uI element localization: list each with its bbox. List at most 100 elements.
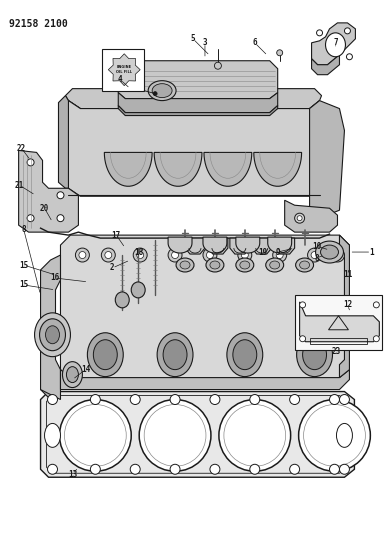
Polygon shape	[236, 237, 260, 253]
Polygon shape	[104, 152, 152, 186]
Polygon shape	[154, 152, 202, 186]
Ellipse shape	[270, 261, 280, 269]
Circle shape	[57, 192, 64, 199]
Circle shape	[276, 252, 283, 259]
Circle shape	[250, 464, 260, 474]
Circle shape	[250, 394, 260, 405]
Circle shape	[130, 464, 140, 474]
Circle shape	[139, 400, 211, 471]
Circle shape	[75, 248, 90, 262]
Text: 8: 8	[314, 254, 319, 263]
Text: 92158 2100: 92158 2100	[8, 19, 68, 29]
Circle shape	[277, 50, 283, 56]
Polygon shape	[185, 238, 205, 254]
Ellipse shape	[320, 245, 339, 259]
Ellipse shape	[148, 80, 176, 101]
Ellipse shape	[66, 367, 78, 383]
Circle shape	[330, 394, 339, 405]
Text: OIL FILL: OIL FILL	[116, 70, 132, 74]
Ellipse shape	[131, 282, 145, 298]
Circle shape	[170, 394, 180, 405]
Text: 12: 12	[343, 301, 352, 309]
Circle shape	[330, 464, 339, 474]
Text: 2: 2	[110, 263, 115, 272]
Ellipse shape	[46, 326, 59, 344]
Circle shape	[344, 28, 350, 34]
Circle shape	[90, 394, 100, 405]
Circle shape	[339, 394, 349, 405]
Ellipse shape	[227, 333, 263, 377]
Circle shape	[295, 213, 305, 223]
Ellipse shape	[233, 340, 257, 369]
Circle shape	[241, 252, 248, 259]
Text: 20: 20	[40, 204, 49, 213]
Polygon shape	[300, 302, 379, 342]
Circle shape	[339, 464, 349, 474]
Ellipse shape	[163, 340, 187, 369]
Text: 13: 13	[68, 470, 77, 479]
Circle shape	[47, 464, 58, 474]
Polygon shape	[204, 152, 252, 186]
Bar	[102, 49, 144, 91]
Circle shape	[59, 400, 131, 471]
Circle shape	[27, 159, 34, 166]
Text: 8: 8	[21, 224, 26, 233]
Polygon shape	[254, 152, 301, 186]
Bar	[310, 338, 367, 344]
Text: 19: 19	[258, 247, 267, 256]
Circle shape	[102, 248, 115, 262]
Circle shape	[308, 248, 322, 262]
Text: 1: 1	[369, 247, 374, 256]
Circle shape	[373, 302, 379, 308]
Circle shape	[172, 252, 179, 259]
Bar	[295, 295, 382, 350]
Text: 23: 23	[332, 347, 341, 356]
Ellipse shape	[87, 333, 123, 377]
Text: 11: 11	[343, 270, 352, 279]
Polygon shape	[66, 88, 322, 109]
Ellipse shape	[303, 340, 327, 369]
Circle shape	[133, 248, 147, 262]
Circle shape	[170, 464, 180, 474]
Circle shape	[207, 252, 213, 259]
Text: 9: 9	[275, 247, 280, 256]
Ellipse shape	[240, 261, 250, 269]
Polygon shape	[312, 55, 339, 75]
Ellipse shape	[316, 241, 344, 263]
Circle shape	[219, 400, 291, 471]
Circle shape	[57, 215, 64, 222]
Ellipse shape	[296, 333, 332, 377]
Text: 18: 18	[135, 247, 144, 256]
Polygon shape	[118, 106, 278, 116]
Text: ENGINE: ENGINE	[117, 64, 132, 69]
Ellipse shape	[296, 258, 313, 272]
Text: 15: 15	[19, 261, 28, 270]
Circle shape	[273, 248, 287, 262]
Circle shape	[79, 252, 86, 259]
Polygon shape	[252, 238, 272, 254]
Ellipse shape	[266, 258, 284, 272]
Ellipse shape	[337, 423, 352, 447]
Circle shape	[297, 216, 302, 221]
Text: 15: 15	[19, 280, 28, 289]
Ellipse shape	[115, 292, 129, 308]
Text: 22: 22	[17, 144, 26, 153]
Circle shape	[311, 252, 318, 259]
Polygon shape	[41, 255, 61, 400]
Circle shape	[210, 394, 220, 405]
Text: 6: 6	[252, 38, 257, 47]
Ellipse shape	[236, 258, 254, 272]
Circle shape	[299, 400, 370, 471]
Polygon shape	[118, 93, 278, 112]
Polygon shape	[59, 95, 80, 188]
Circle shape	[290, 394, 300, 405]
Ellipse shape	[39, 319, 66, 351]
Polygon shape	[284, 200, 337, 232]
Polygon shape	[108, 54, 140, 86]
Polygon shape	[339, 235, 349, 377]
Text: 14: 14	[81, 365, 90, 374]
Ellipse shape	[63, 362, 82, 387]
Polygon shape	[61, 369, 349, 390]
Circle shape	[373, 336, 379, 342]
Circle shape	[334, 252, 341, 259]
